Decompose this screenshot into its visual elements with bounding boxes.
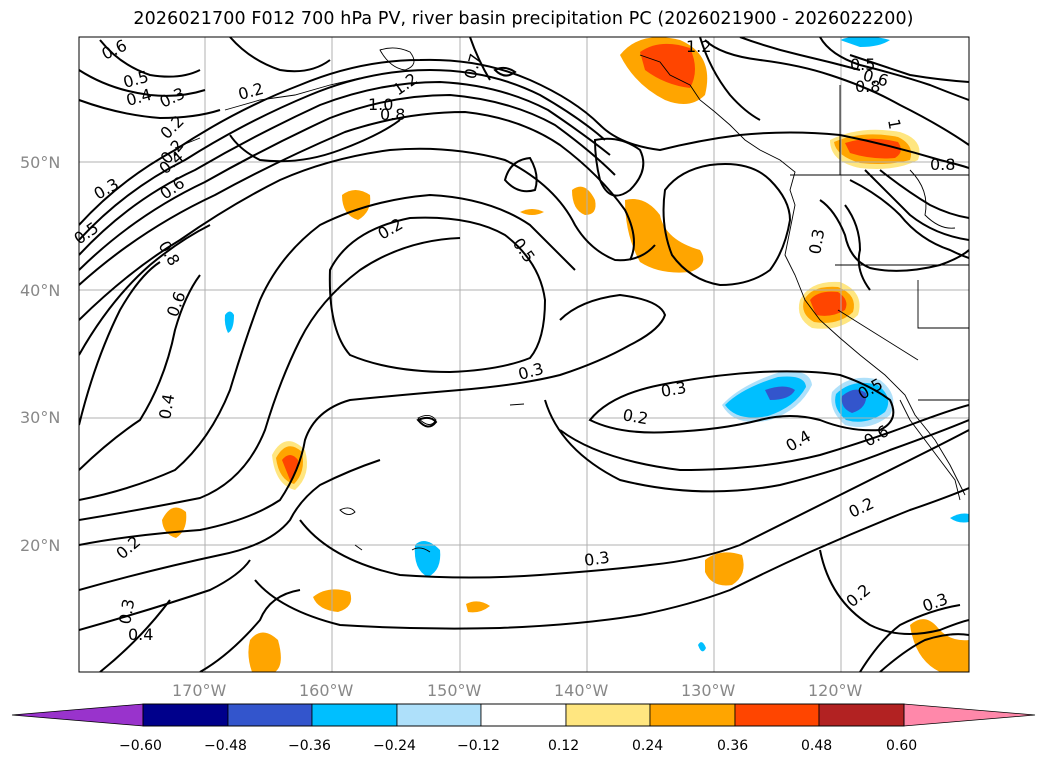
colorbar-tick-label: −0.12: [457, 738, 500, 754]
colorbar: [11, 703, 1036, 727]
lon-label: 170°W: [172, 681, 227, 700]
lat-label: 30°N: [20, 408, 61, 427]
lat-label: 50°N: [20, 153, 61, 172]
lon-label: 160°W: [299, 681, 354, 700]
colorbar-tick-label: 0.60: [886, 738, 918, 754]
contour-label: 0.3: [583, 548, 611, 570]
colorbar-max-extension: [903, 703, 1036, 727]
colorbar-tick-label: −0.24: [373, 738, 416, 754]
colorbar-tick-label: 0.12: [548, 738, 580, 754]
contour-label: 0.8: [930, 155, 955, 174]
negative-anomaly-regions: [224, 37, 969, 652]
colorbar-bin: [227, 703, 313, 727]
contour-label: 0.8: [855, 77, 880, 96]
contour-label: 1.0: [368, 95, 393, 114]
colorbar-bin: [142, 703, 229, 727]
lat-label: 20°N: [20, 536, 61, 555]
contour-label: 0.3: [659, 378, 687, 401]
lat-label: 40°N: [20, 281, 61, 300]
colorbar-tick-label: 0.48: [801, 738, 833, 754]
colorbar-bin: [734, 703, 820, 727]
colorbar-tick-label: 0.24: [632, 738, 664, 754]
lon-label: 130°W: [681, 681, 736, 700]
colorbar-bin: [649, 703, 736, 727]
precip-shading: [162, 37, 969, 672]
colorbar-tick-label: 0.36: [717, 738, 749, 754]
contour-label: 0.3: [805, 227, 828, 255]
positive-anomaly-pnw: [830, 129, 920, 169]
lon-label: 140°W: [554, 681, 609, 700]
positive-anomaly-gulf-alaska: [620, 37, 708, 105]
colorbar-bin: [565, 703, 651, 727]
plot-frame: [78, 36, 970, 673]
colorbar-tick-label: −0.48: [204, 738, 247, 754]
plot-background: [79, 37, 969, 672]
colorbar-bin: [480, 703, 567, 727]
contour-label: 0.2: [621, 405, 649, 428]
lon-label: 120°W: [808, 681, 863, 700]
colorbar-bin: [818, 703, 905, 727]
colorbar-bin: [396, 703, 482, 727]
contour-label: 0.4: [155, 392, 178, 420]
colorbar-frame: [142, 703, 905, 727]
colorbar-tick-label: −0.36: [288, 738, 331, 754]
colorbar-tick-label: −0.60: [119, 738, 162, 754]
colorbar-bin: [311, 703, 398, 727]
contour-label: 0.3: [115, 597, 138, 625]
colorbar-min-extension: [11, 703, 144, 727]
gridlines: [79, 37, 969, 672]
map-title: 2026021700 F012 700 hPa PV, river basin …: [133, 9, 914, 29]
contour-label: 1.2: [686, 37, 711, 56]
pv-contours: [79, 37, 969, 672]
contour-label: 0.8: [380, 105, 405, 124]
contour-label: 0.4: [128, 625, 153, 644]
contour-label: 1: [884, 117, 904, 130]
contour-label: 0.5: [850, 55, 875, 74]
lon-label: 150°W: [427, 681, 482, 700]
